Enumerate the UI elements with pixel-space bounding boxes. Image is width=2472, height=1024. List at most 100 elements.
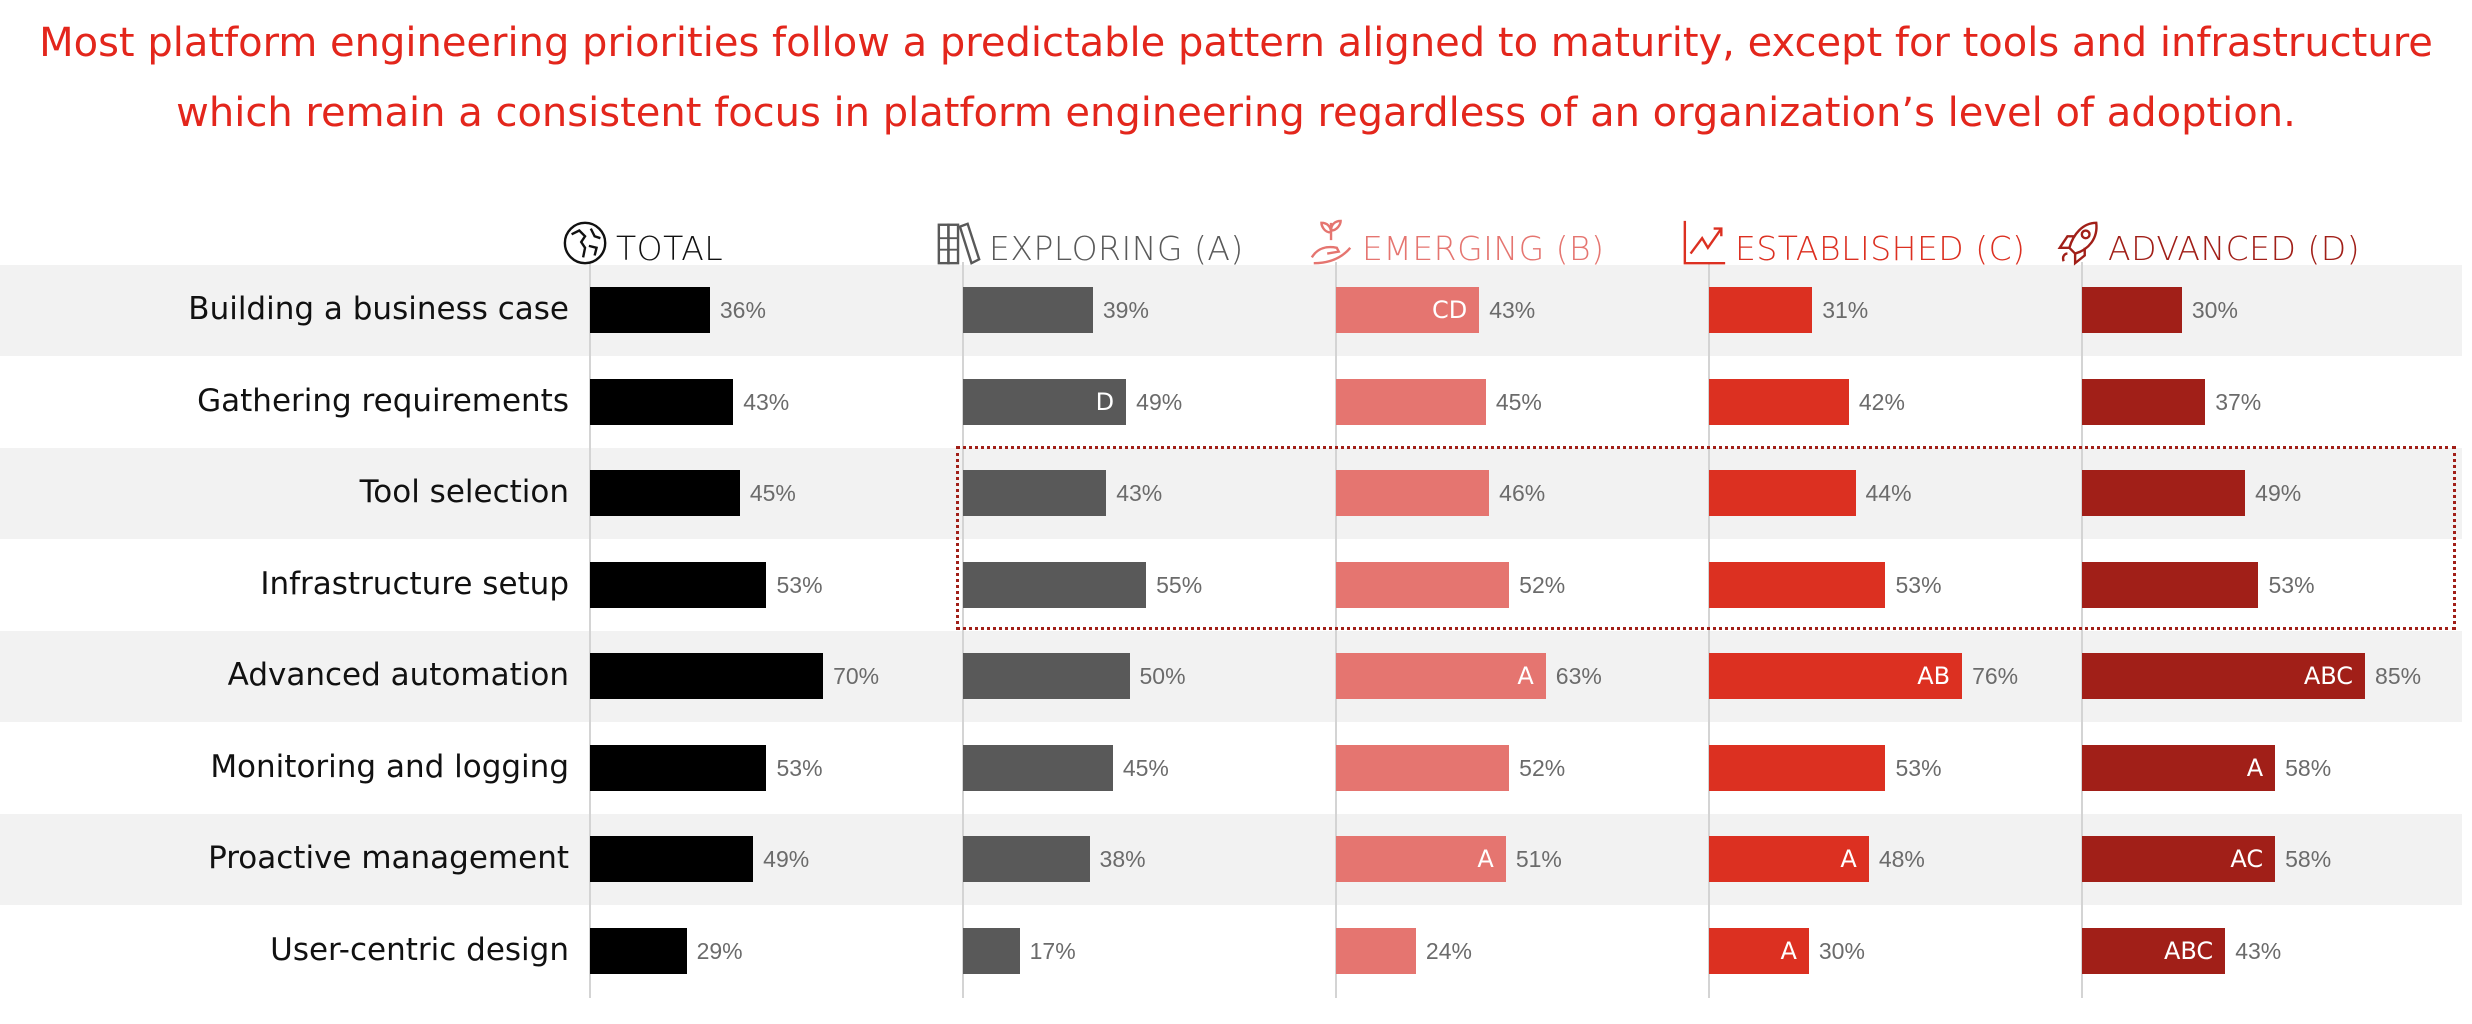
bar (2082, 470, 2246, 516)
value-label: 45% (1495, 388, 1542, 415)
bar (2082, 653, 2366, 699)
value-label: 38% (1099, 846, 1146, 872)
significance-label: ABC (2163, 936, 2214, 965)
axis-line (962, 262, 964, 998)
bar (1709, 836, 1869, 882)
bar (1336, 653, 1546, 699)
row-background (0, 265, 2462, 356)
value-label: 52% (1519, 754, 1566, 781)
value-label: 53% (1895, 754, 1942, 781)
bar (590, 378, 734, 425)
bar (1709, 927, 1809, 974)
bar (963, 378, 1127, 425)
category-label: Advanced automation (227, 657, 569, 693)
value-label: 50% (1139, 663, 1186, 689)
bar (1709, 378, 1849, 425)
significance-label: AC (2230, 845, 2264, 873)
bar (1336, 470, 1490, 516)
column-header: EMERGING (B) (1308, 218, 1605, 268)
category-label: Infrastructure setup (260, 565, 569, 602)
category-label: Building a business case (188, 291, 569, 327)
column-header-label: TOTAL (616, 229, 724, 268)
bar (1709, 287, 1813, 333)
bar (1336, 378, 1486, 425)
value-label: 53% (2268, 571, 2315, 598)
value-label: 42% (1858, 388, 1905, 415)
bar (2082, 378, 2206, 425)
significance-label: D (1095, 387, 1115, 416)
row-background (0, 814, 2462, 905)
bar (590, 744, 767, 791)
title-line-2: which remain a consistent focus in platf… (176, 90, 2296, 136)
value-label: 53% (776, 571, 823, 598)
axis-line (1335, 262, 1337, 998)
bar (963, 836, 1090, 882)
significance-label: ABC (2303, 662, 2354, 690)
value-label: 37% (2215, 388, 2262, 415)
rocket-icon (2057, 221, 2098, 266)
value-label: 43% (743, 388, 790, 415)
column-header-label: EXPLORING (A) (989, 229, 1244, 268)
value-label: 39% (1102, 297, 1149, 323)
column-header: ESTABLISHED (C) (1681, 218, 2026, 268)
bar (963, 470, 1107, 516)
bar (590, 653, 824, 699)
axis-line (589, 262, 591, 998)
significance-label: A (1840, 845, 1857, 873)
value-label: 24% (1425, 937, 1472, 964)
significance-label: CD (1431, 296, 1468, 324)
bar (1709, 561, 1886, 608)
column-header: EXPLORING (A) (935, 218, 1244, 268)
chart-title: Most platform engineering priorities fol… (0, 8, 2472, 148)
bar (963, 653, 1130, 699)
value-label: 30% (2191, 297, 2238, 323)
value-label: 46% (1499, 480, 1546, 506)
value-label: 58% (2285, 846, 2332, 872)
bar (963, 561, 1147, 608)
bar (2082, 744, 2276, 791)
significance-label: A (1477, 845, 1494, 873)
bar (590, 836, 754, 882)
value-label: 85% (2375, 663, 2422, 689)
significance-label: A (1780, 936, 1797, 965)
bar (1336, 287, 1480, 333)
category-label: Proactive management (208, 840, 569, 876)
title-line-1: Most platform engineering priorities fol… (39, 20, 2433, 66)
category-label: User-centric design (270, 931, 569, 968)
value-label: 30% (1818, 937, 1865, 964)
bar (2082, 836, 2276, 882)
value-label: 53% (776, 754, 823, 781)
column-header: TOTAL (562, 218, 723, 268)
value-label: 36% (719, 297, 766, 323)
bar (1336, 927, 1416, 974)
category-label: Tool selection (359, 474, 569, 510)
bar (1709, 744, 1886, 791)
value-label: 43% (2235, 937, 2282, 964)
bar (590, 470, 740, 516)
category-label: Monitoring and logging (210, 748, 569, 785)
significance-label: A (2246, 753, 2264, 782)
bar (2082, 561, 2259, 608)
value-label: 49% (2255, 480, 2302, 506)
axis-line (1708, 262, 1710, 998)
value-label: 44% (1865, 480, 1912, 506)
value-label: 48% (1878, 846, 1925, 872)
value-label: 52% (1519, 571, 1566, 598)
value-label: 43% (1489, 297, 1536, 323)
bar (1336, 744, 1510, 791)
trend-chart-icon (1683, 220, 1726, 265)
row-background (0, 448, 2462, 539)
bar (1709, 653, 1963, 699)
bar (2082, 287, 2182, 333)
bar (2082, 927, 2226, 974)
column-header-label: ESTABLISHED (C) (1735, 229, 2026, 268)
globe-icon (563, 221, 607, 265)
bar (590, 927, 687, 974)
highlight-box (956, 446, 2456, 630)
value-label: 70% (833, 663, 880, 689)
bar (590, 287, 710, 333)
significance-label: AB (1917, 662, 1951, 690)
bar (1336, 561, 1510, 608)
value-label: 63% (1555, 663, 1602, 689)
column-header: ADVANCED (D) (2054, 218, 2360, 268)
